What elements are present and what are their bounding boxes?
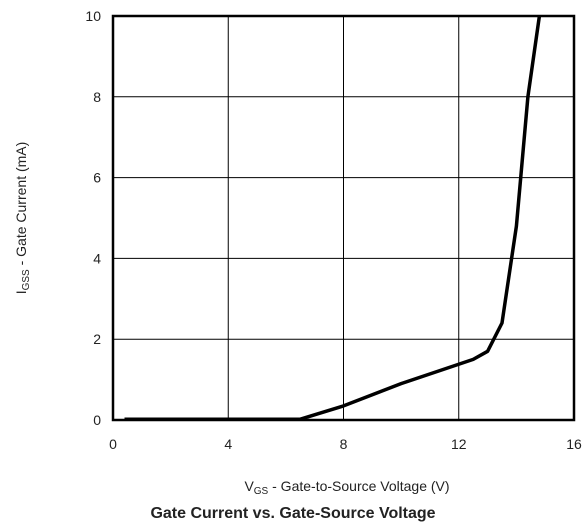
y-tick-label: 2 (93, 331, 101, 347)
x-axis-label-main: V (244, 478, 254, 494)
x-tick-label: 16 (566, 436, 582, 452)
x-tick-label: 8 (340, 436, 348, 452)
x-axis-label: VGS - Gate-to-Source Voltage (V) (244, 478, 449, 497)
y-tick-label: 6 (93, 170, 101, 186)
y-tick-label: 10 (85, 8, 101, 24)
x-tick-label: 12 (451, 436, 467, 452)
series-line (124, 15, 542, 421)
y-tick-label: 8 (93, 89, 101, 105)
y-tick-label: 4 (93, 250, 101, 266)
y-tick-labels: 0 2 4 6 8 10 (85, 8, 101, 428)
y-tick-label: 0 (93, 412, 101, 428)
x-tick-label: 0 (109, 436, 117, 452)
chart: 0 4 8 12 16 0 2 4 6 8 10 VGS - Gate-to-Source Vol… (13, 8, 582, 497)
plot-frame (111, 14, 576, 422)
y-axis-label-rest: - Gate Current (mA) (13, 142, 29, 270)
x-axis-label-rest: - Gate-to-Source Voltage (V) (268, 478, 449, 494)
x-axis-label-sub: GS (254, 486, 269, 497)
y-axis-label: IGSS - Gate Current (mA) (13, 142, 32, 295)
y-axis-label-main: I (13, 290, 29, 294)
x-tick-label: 4 (224, 436, 232, 452)
chart-title: Gate Current vs. Gate-Source Voltage (150, 505, 436, 522)
x-tick-labels: 0 4 8 12 16 (109, 436, 582, 452)
y-axis-label-sub: GSS (21, 269, 32, 290)
grid (113, 16, 574, 420)
